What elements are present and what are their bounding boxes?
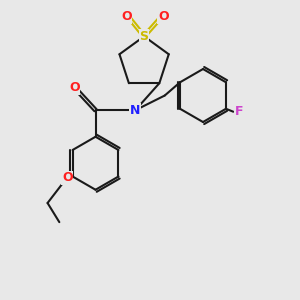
Text: N: N [130,104,140,117]
Text: O: O [121,10,132,23]
Text: O: O [158,10,169,23]
Text: O: O [69,81,80,94]
Text: S: S [140,30,148,43]
Text: F: F [235,105,243,118]
Text: O: O [62,172,73,184]
